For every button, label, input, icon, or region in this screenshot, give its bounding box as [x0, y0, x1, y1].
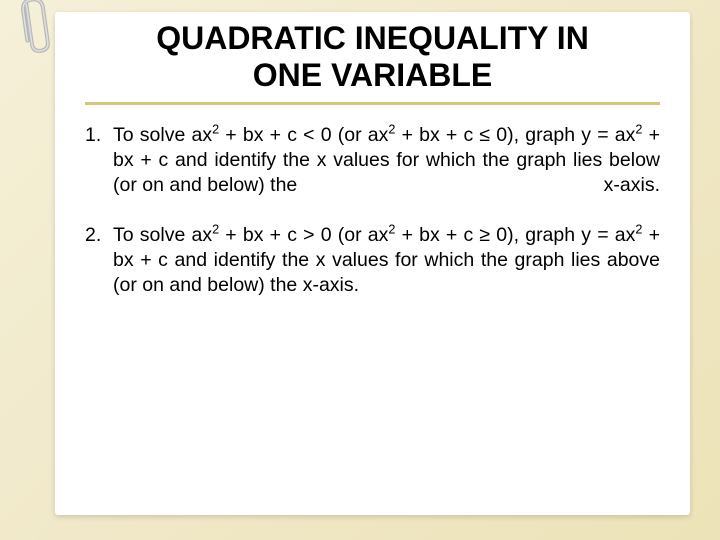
- item-tail: x-axis.: [604, 173, 660, 198]
- slide-title: QUADRATIC INEQUALITY IN ONE VARIABLE: [85, 20, 660, 105]
- paperclip-icon: [18, 0, 58, 65]
- list-item: 1. To solve ax2 + bx + c < 0 (or ax2 + b…: [113, 123, 660, 199]
- title-line-1: QUADRATIC INEQUALITY IN: [156, 20, 589, 56]
- item-number: 1.: [85, 123, 101, 148]
- title-line-2: ONE VARIABLE: [253, 57, 492, 93]
- content-card: QUADRATIC INEQUALITY IN ONE VARIABLE 1. …: [55, 12, 690, 515]
- item-text: To solve ax2 + bx + c < 0 (or ax2 + bx +…: [113, 124, 660, 197]
- item-number: 2.: [85, 223, 101, 248]
- content-list: 1. To solve ax2 + bx + c < 0 (or ax2 + b…: [85, 123, 660, 299]
- item-text: To solve ax2 + bx + c > 0 (or ax2 + bx +…: [113, 224, 660, 297]
- list-item: 2. To solve ax2 + bx + c > 0 (or ax2 + b…: [113, 223, 660, 299]
